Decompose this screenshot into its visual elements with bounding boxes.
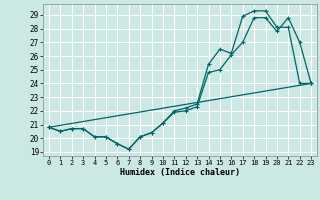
X-axis label: Humidex (Indice chaleur): Humidex (Indice chaleur) bbox=[120, 168, 240, 177]
